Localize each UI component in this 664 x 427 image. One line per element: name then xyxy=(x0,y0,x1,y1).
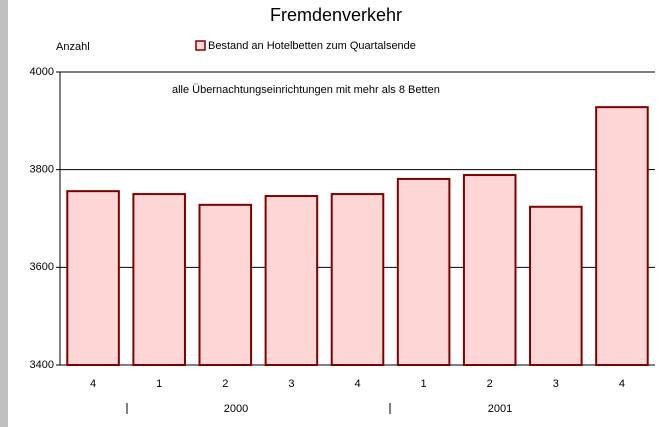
legend-swatch xyxy=(195,40,206,51)
y-tick-label: 3600 xyxy=(30,261,54,273)
x-tick-label: 1 xyxy=(156,378,162,390)
y-tick-label: 3400 xyxy=(30,359,54,371)
group-label: 2000 xyxy=(224,403,248,415)
bar xyxy=(198,203,253,366)
bar xyxy=(66,190,120,366)
y-axis-label: Anzahl xyxy=(56,41,90,53)
x-tick-label: 3 xyxy=(288,378,294,390)
annotation: alle Übernachtungseinrichtungen mit mehr… xyxy=(172,84,440,96)
x-tick-label: 3 xyxy=(553,378,559,390)
bar xyxy=(330,193,385,366)
bar xyxy=(529,205,583,366)
legend-label: Bestand an Hotelbetten zum Quartalsende xyxy=(208,40,416,52)
bar xyxy=(595,106,649,366)
x-tick-label: 1 xyxy=(421,378,427,390)
chart-title: Fremdenverkehr xyxy=(270,5,402,25)
bar xyxy=(396,177,451,366)
bar xyxy=(132,193,186,366)
group-label: 2001 xyxy=(488,403,512,415)
x-tick-label: 2 xyxy=(487,378,493,390)
x-tick-label: 4 xyxy=(619,378,625,390)
bar xyxy=(264,195,319,366)
bar xyxy=(462,174,517,366)
x-tick-label: 4 xyxy=(354,378,360,390)
side-strip xyxy=(0,0,8,427)
y-tick-label: 3800 xyxy=(30,164,54,176)
x-tick-label: 4 xyxy=(90,378,96,390)
y-tick-label: 4000 xyxy=(30,66,54,78)
x-tick-label: 2 xyxy=(222,378,228,390)
